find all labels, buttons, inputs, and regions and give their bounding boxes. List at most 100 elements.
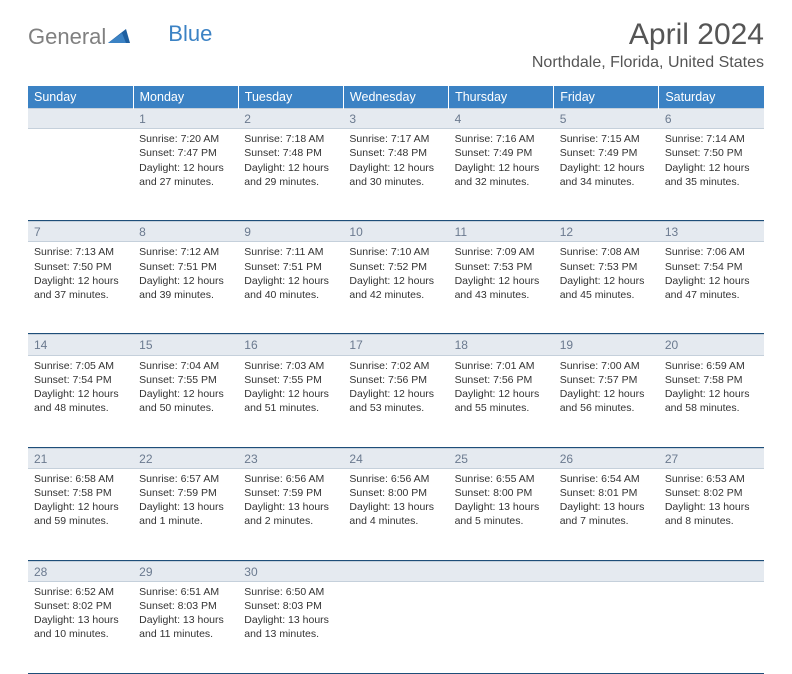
day-cell-line: Sunrise: 7:01 AM <box>455 359 548 373</box>
day-cell: Sunrise: 7:13 AMSunset: 7:50 PMDaylight:… <box>28 242 133 334</box>
day-cell-line: Sunset: 7:53 PM <box>455 260 548 274</box>
day-cell-line: Sunrise: 7:15 AM <box>560 132 653 146</box>
day-cell-line: Daylight: 12 hours <box>244 274 337 288</box>
day-cell-line: Sunset: 7:54 PM <box>34 373 127 387</box>
day-cell-line: Sunrise: 7:16 AM <box>455 132 548 146</box>
day-cell-line: Sunset: 7:50 PM <box>665 146 758 160</box>
day-cell-line: and 47 minutes. <box>665 288 758 302</box>
day-cell-line: Sunrise: 7:06 AM <box>665 245 758 259</box>
day-cell <box>343 581 448 673</box>
day-cell-line: Daylight: 12 hours <box>349 274 442 288</box>
day-cell-line: Sunset: 7:55 PM <box>139 373 232 387</box>
day-cell: Sunrise: 7:05 AMSunset: 7:54 PMDaylight:… <box>28 355 133 447</box>
day-number-row: 14151617181920 <box>28 335 764 355</box>
day-number-row: 123456 <box>28 109 764 129</box>
day-number: 28 <box>28 561 133 581</box>
day-cell-line: Sunrise: 6:58 AM <box>34 472 127 486</box>
day-cell-line: Sunrise: 6:56 AM <box>349 472 442 486</box>
calendar-table: Sunday Monday Tuesday Wednesday Thursday… <box>28 86 764 674</box>
day-number: 15 <box>133 335 238 355</box>
day-cell-line: and 2 minutes. <box>244 514 337 528</box>
day-cell-line: Daylight: 13 hours <box>455 500 548 514</box>
day-cell-line: and 56 minutes. <box>560 401 653 415</box>
day-cell-line: Daylight: 12 hours <box>665 161 758 175</box>
day-cell: Sunrise: 7:01 AMSunset: 7:56 PMDaylight:… <box>449 355 554 447</box>
day-cell-line: Daylight: 13 hours <box>665 500 758 514</box>
day-cell-line: Sunset: 7:58 PM <box>665 373 758 387</box>
day-number: 24 <box>343 448 448 468</box>
day-cell-line: Daylight: 12 hours <box>455 387 548 401</box>
day-cell-line: and 37 minutes. <box>34 288 127 302</box>
day-cell: Sunrise: 7:10 AMSunset: 7:52 PMDaylight:… <box>343 242 448 334</box>
day-cell: Sunrise: 7:18 AMSunset: 7:48 PMDaylight:… <box>238 129 343 221</box>
day-cell-line: and 32 minutes. <box>455 175 548 189</box>
day-cell-line: and 7 minutes. <box>560 514 653 528</box>
day-number: 5 <box>554 109 659 129</box>
day-cell: Sunrise: 7:11 AMSunset: 7:51 PMDaylight:… <box>238 242 343 334</box>
day-cell-line: Sunset: 8:03 PM <box>244 599 337 613</box>
day-cell-line: and 48 minutes. <box>34 401 127 415</box>
day-cell-line: and 53 minutes. <box>349 401 442 415</box>
day-cell-line: and 50 minutes. <box>139 401 232 415</box>
day-cell-line: Daylight: 13 hours <box>139 500 232 514</box>
day-cell-line: Sunset: 7:57 PM <box>560 373 653 387</box>
day-cell-line: Sunset: 7:56 PM <box>349 373 442 387</box>
weekday-header: Sunday <box>28 86 133 109</box>
day-number-row: 21222324252627 <box>28 448 764 468</box>
day-cell-line: Daylight: 12 hours <box>34 500 127 514</box>
day-number: 3 <box>343 109 448 129</box>
day-cell-line: Sunset: 7:55 PM <box>244 373 337 387</box>
day-cell-line: and 13 minutes. <box>244 627 337 641</box>
weekday-header: Saturday <box>659 86 764 109</box>
day-cell-line: and 40 minutes. <box>244 288 337 302</box>
day-cell-line: Sunset: 7:58 PM <box>34 486 127 500</box>
day-cell-line: Daylight: 12 hours <box>139 387 232 401</box>
day-number: 4 <box>449 109 554 129</box>
day-cell-line: Sunrise: 7:14 AM <box>665 132 758 146</box>
day-cell-line: Sunset: 8:02 PM <box>34 599 127 613</box>
day-cell-line: and 59 minutes. <box>34 514 127 528</box>
day-cell-line: Sunset: 7:51 PM <box>139 260 232 274</box>
day-cell-line: Sunrise: 6:52 AM <box>34 585 127 599</box>
day-cell-line: and 55 minutes. <box>455 401 548 415</box>
header: General Blue April 2024 Northdale, Flori… <box>0 0 792 80</box>
day-cell-line: Sunset: 8:01 PM <box>560 486 653 500</box>
day-number: 26 <box>554 448 659 468</box>
day-cell-line: Sunrise: 7:09 AM <box>455 245 548 259</box>
title-block: April 2024 Northdale, Florida, United St… <box>532 18 764 72</box>
day-number: 6 <box>659 109 764 129</box>
day-cell-line: Daylight: 12 hours <box>560 387 653 401</box>
day-cell-line: and 35 minutes. <box>665 175 758 189</box>
day-cell-line: Daylight: 12 hours <box>349 387 442 401</box>
day-cell-line: Sunset: 7:48 PM <box>349 146 442 160</box>
day-cell-line: Sunrise: 6:54 AM <box>560 472 653 486</box>
location-text: Northdale, Florida, United States <box>532 54 764 72</box>
day-cell: Sunrise: 7:12 AMSunset: 7:51 PMDaylight:… <box>133 242 238 334</box>
day-cell: Sunrise: 7:03 AMSunset: 7:55 PMDaylight:… <box>238 355 343 447</box>
day-cell-line: Sunset: 8:00 PM <box>455 486 548 500</box>
logo: General Blue <box>28 24 212 50</box>
day-cell <box>554 581 659 673</box>
day-cell: Sunrise: 6:50 AMSunset: 8:03 PMDaylight:… <box>238 581 343 673</box>
day-cell-line: Sunset: 7:53 PM <box>560 260 653 274</box>
logo-triangle-icon <box>108 27 130 48</box>
day-cell-line: Sunrise: 6:53 AM <box>665 472 758 486</box>
day-cell-line: and 45 minutes. <box>560 288 653 302</box>
day-cell-line: and 8 minutes. <box>665 514 758 528</box>
day-content-row: Sunrise: 6:52 AMSunset: 8:02 PM Daylight:… <box>28 581 764 673</box>
day-content-row: Sunrise: 6:58 AMSunset: 7:58 PMDaylight:… <box>28 468 764 560</box>
day-cell-line: Sunrise: 7:17 AM <box>349 132 442 146</box>
day-number: 19 <box>554 335 659 355</box>
day-number <box>28 109 133 129</box>
day-number: 21 <box>28 448 133 468</box>
day-cell-line: Sunset: 7:56 PM <box>455 373 548 387</box>
day-cell-line: Daylight: 13 hours <box>139 613 232 627</box>
day-cell-line: Daylight: 12 hours <box>455 274 548 288</box>
day-content-row: Sunrise: 7:13 AMSunset: 7:50 PMDaylight:… <box>28 242 764 334</box>
day-cell-line: Daylight: 12 hours <box>349 161 442 175</box>
day-cell: Sunrise: 7:04 AMSunset: 7:55 PMDaylight:… <box>133 355 238 447</box>
day-cell-line: Sunrise: 7:11 AM <box>244 245 337 259</box>
day-number <box>554 561 659 581</box>
day-cell-line: Sunrise: 7:12 AM <box>139 245 232 259</box>
day-cell-line: Sunrise: 7:13 AM <box>34 245 127 259</box>
